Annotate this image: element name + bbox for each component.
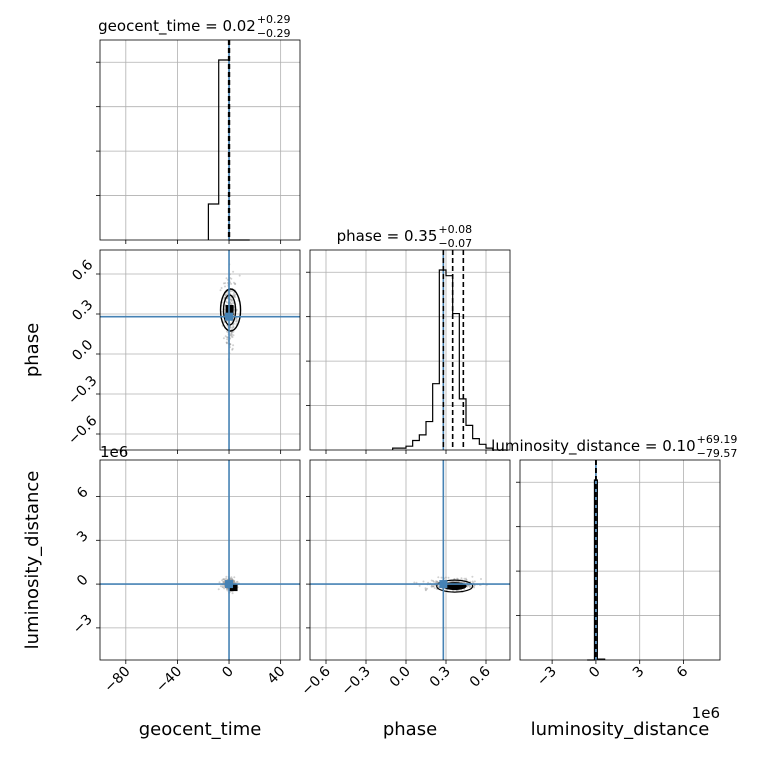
xtick-label-luminosity_distance: 0 — [586, 664, 604, 682]
ytick-label-luminosity_distance: 3 — [74, 528, 92, 546]
panel-frame — [99, 249, 301, 451]
density-contour — [436, 579, 474, 593]
ytick-label-phase: 0.0 — [69, 337, 96, 364]
histogram-phase — [392, 269, 506, 451]
xaxis-label-luminosity_distance: luminosity_distance — [531, 719, 710, 740]
xtick-label-phase: −0.6 — [298, 663, 333, 698]
title-text: phase = 0.35 — [337, 227, 438, 245]
xtick-label-geocent_time: −80 — [101, 664, 133, 696]
title-upper-error: +69.19 — [697, 433, 738, 446]
title-text: geocent_time = 0.02 — [98, 17, 256, 36]
title-upper-error: +0.29 — [257, 13, 291, 26]
diag-title-phase: phase = 0.35 +0.08−0.07 — [337, 223, 473, 250]
panel-phase-vs-geocent_time — [99, 249, 301, 451]
xaxis-offset-label: 1e6 — [692, 704, 720, 722]
density-contour — [219, 288, 242, 332]
diag-frame — [519, 459, 721, 661]
ytick-label-luminosity_distance: 6 — [74, 484, 92, 502]
yaxis-offset-label: 1e6 — [100, 443, 128, 461]
density-core — [229, 584, 238, 592]
truth-marker — [225, 580, 234, 589]
xtick-label-phase: 0.0 — [387, 664, 414, 691]
panel-luminosity_distance-vs-phase — [309, 459, 511, 661]
panel-frame — [99, 459, 301, 661]
xtick-label-luminosity_distance: 6 — [674, 663, 692, 681]
xtick-label-geocent_time: −40 — [153, 664, 185, 696]
xtick-label-phase: 0.6 — [467, 663, 494, 690]
ytick-label-phase: 0.3 — [69, 297, 96, 324]
title-lower-error: −0.07 — [438, 237, 472, 250]
panel-luminosity_distance-vs-geocent_time — [99, 459, 301, 661]
xtick-label-luminosity_distance: −3 — [534, 664, 560, 690]
diag-title-geocent_time: geocent_time = 0.02 +0.29−0.29 — [98, 13, 290, 40]
title-text: luminosity_distance = 0.10 — [491, 437, 695, 456]
diag-title-luminosity_distance: luminosity_distance = 0.10 +69.19−79.57 — [491, 433, 737, 460]
xaxis-label-geocent_time: geocent_time — [139, 719, 262, 740]
ytick-label-phase: 0.6 — [69, 257, 96, 284]
diag-panel-phase: phase = 0.35 +0.08−0.07 — [306, 223, 511, 451]
diag-panel-luminosity_distance: luminosity_distance = 0.10 +69.19−79.57 — [491, 433, 737, 661]
xtick-label-geocent_time: 40 — [265, 664, 289, 688]
xaxis-label-phase: phase — [383, 719, 437, 740]
truth-marker — [225, 312, 234, 321]
ytick-label-phase: −0.3 — [65, 373, 100, 408]
diag-frame — [99, 39, 301, 241]
ytick-label-phase: −0.6 — [65, 413, 100, 448]
xtick-label-luminosity_distance: 3 — [630, 664, 648, 682]
title-upper-error: +0.08 — [438, 223, 472, 236]
title-lower-error: −0.29 — [257, 27, 291, 40]
panel-frame — [309, 459, 511, 661]
yaxis-label-phase: phase — [22, 323, 43, 377]
truth-marker — [439, 580, 448, 589]
xtick-label-phase: 0.3 — [427, 664, 454, 691]
xtick-label-phase: −0.3 — [338, 664, 373, 699]
yaxis-label-luminosity_distance: luminosity_distance — [22, 471, 43, 650]
ytick-label-luminosity_distance: −3 — [70, 611, 96, 637]
diag-panel-geocent_time: geocent_time = 0.02 +0.29−0.29 — [96, 13, 301, 241]
diag-frame — [309, 249, 511, 451]
ytick-label-luminosity_distance: 0 — [74, 572, 92, 590]
xtick-label-geocent_time: 0 — [219, 664, 237, 682]
title-lower-error: −79.57 — [697, 447, 738, 460]
